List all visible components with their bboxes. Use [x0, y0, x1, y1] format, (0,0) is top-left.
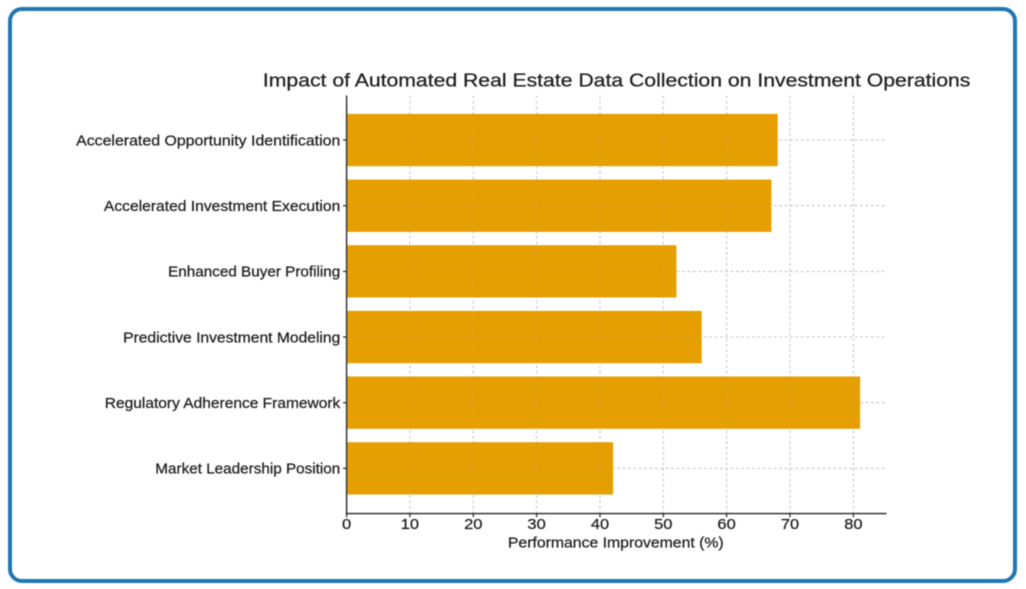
svg-text:30: 30 [527, 517, 545, 533]
svg-text:0: 0 [342, 517, 351, 533]
svg-text:Enhanced Buyer Profiling: Enhanced Buyer Profiling [168, 265, 340, 281]
svg-text:Accelerated Opportunity Identi: Accelerated Opportunity Identification [76, 133, 340, 149]
svg-text:20: 20 [464, 517, 482, 533]
svg-text:10: 10 [401, 517, 419, 533]
svg-text:50: 50 [654, 517, 672, 533]
svg-text:80: 80 [844, 517, 862, 533]
svg-text:Impact of Automated Real Estat: Impact of Automated Real Estate Data Col… [263, 71, 970, 91]
svg-text:Regulatory Adherence Framework: Regulatory Adherence Framework [105, 396, 341, 412]
svg-text:40: 40 [591, 517, 609, 533]
svg-text:Predictive Investment Modeling: Predictive Investment Modeling [123, 330, 340, 346]
svg-text:Accelerated Investment Executi: Accelerated Investment Execution [104, 199, 340, 215]
svg-text:Performance Improvement (%): Performance Improvement (%) [508, 536, 724, 552]
svg-text:70: 70 [781, 517, 799, 533]
svg-text:60: 60 [717, 517, 735, 533]
svg-text:Market Leadership Position: Market Leadership Position [155, 462, 340, 478]
